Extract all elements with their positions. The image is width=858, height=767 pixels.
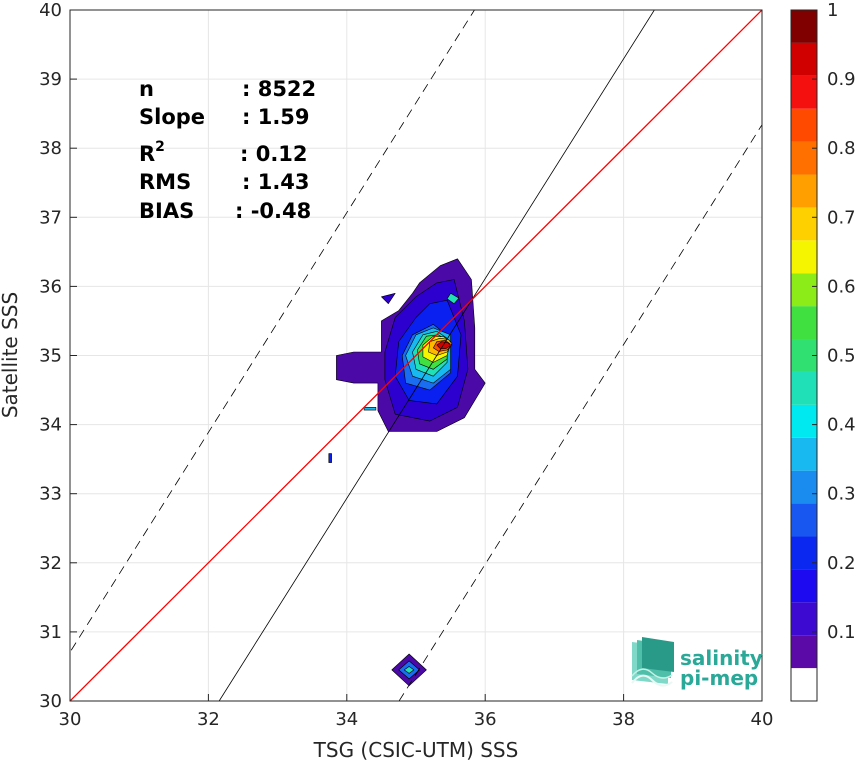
- waves-icon: [631, 637, 674, 687]
- colorbar-tick-label: 0.9: [827, 69, 856, 90]
- colorbar-swatch: [791, 273, 817, 307]
- y-tick-label: 39: [39, 69, 62, 90]
- contour-level: [363, 406, 377, 411]
- colorbar-tick-label: 0.8: [827, 138, 856, 159]
- colorbar-swatch: [791, 668, 817, 701]
- contour-level: [403, 666, 415, 674]
- y-tick-label: 33: [39, 484, 62, 505]
- y-tick-label: 31: [39, 622, 62, 643]
- y-tick-label: 37: [39, 207, 62, 228]
- stat-label-rms: RMS: [139, 170, 191, 194]
- y-tick-label: 38: [39, 138, 62, 159]
- stat-value-rms: : 1.43: [242, 170, 310, 194]
- x-tick-label: 30: [59, 709, 82, 730]
- colorbar-swatch: [791, 503, 817, 537]
- contour-level: [328, 453, 332, 463]
- y-tick-label: 30: [39, 691, 62, 712]
- y-axis-label: Satellite SSS: [0, 292, 22, 418]
- colorbar-swatch: [791, 404, 817, 438]
- colorbar-swatch: [791, 174, 817, 208]
- stat-label-slope: Slope: [139, 105, 205, 129]
- colorbar-swatch: [791, 371, 817, 405]
- y-tick-label: 32: [39, 553, 62, 574]
- stat-label-r2-superscript: 2: [155, 139, 165, 155]
- stat-value-slope: : 1.59: [242, 105, 310, 129]
- x-tick-label: 38: [612, 709, 635, 730]
- colorbar-swatch: [791, 437, 817, 471]
- stat-label-r2: R2: [139, 139, 165, 166]
- stat-value-n: : 8522: [242, 77, 316, 101]
- colorbar-swatch: [791, 602, 817, 636]
- colorbar-swatch: [791, 75, 817, 109]
- y-tick-label: 34: [39, 415, 62, 436]
- colorbar-swatch: [791, 240, 817, 274]
- logo-text-line2: pi-mep: [680, 666, 758, 690]
- colorbar-tick-label: 0.1: [827, 622, 856, 643]
- colorbar-swatch: [791, 42, 817, 76]
- colorbar-swatch: [791, 536, 817, 570]
- salinity-pi-mep-logo: salinity pi-mep: [631, 637, 763, 690]
- colorbar-swatch: [791, 569, 817, 603]
- colorbar-tick-label: 0.4: [827, 415, 856, 436]
- contour-level: [381, 292, 396, 305]
- colorbar-swatch: [791, 635, 817, 669]
- colorbar-tick-label: 0.2: [827, 553, 856, 574]
- stat-value-r2: : 0.12: [240, 142, 308, 166]
- x-axis-label: TSG (CSIC-UTM) SSS: [313, 738, 519, 762]
- colorbar-tick-label: 0.6: [827, 276, 856, 297]
- logo-text-line1: salinity: [680, 646, 763, 670]
- colorbar-tick-label: 0.7: [827, 207, 856, 228]
- stat-label-n: n: [139, 77, 154, 101]
- colorbar-tick-label: 1: [827, 0, 838, 21]
- identity-line: [70, 10, 762, 701]
- x-tick-label: 36: [474, 709, 497, 730]
- y-tick-label: 40: [39, 0, 62, 21]
- colorbar-swatch: [791, 141, 817, 175]
- colorbar-swatch: [791, 306, 817, 340]
- colorbar: 0.1 0.2 0.3 0.4 0.5 0.6 0.7 0.8 0.9 1: [790, 0, 856, 702]
- colorbar-swatch: [791, 108, 817, 142]
- y-tick-label: 35: [39, 346, 62, 367]
- axis-ticks: 30 32 34 36 38 40 30 31 32 33 34 35 36 37 38 39 40: [39, 0, 773, 730]
- y-tick-label: 36: [39, 276, 62, 297]
- colorbar-tick-label: 0.5: [827, 346, 856, 367]
- colorbar-swatch: [791, 470, 817, 504]
- stat-value-bias: : -0.48: [235, 199, 311, 223]
- contour-layer: [328, 258, 486, 687]
- stats-box: n : 8522 Slope : 1.59 R2 : 0.12 RMS : 1.…: [139, 77, 316, 223]
- regression-line: [218, 10, 655, 701]
- stat-label-bias: BIAS: [139, 199, 194, 223]
- x-tick-label: 32: [197, 709, 220, 730]
- colorbar-swatch: [791, 207, 817, 241]
- colorbar-tick-label: 0.3: [827, 484, 856, 505]
- colorbar-swatch: [791, 10, 817, 43]
- x-tick-label: 34: [335, 709, 358, 730]
- x-tick-label: 40: [751, 709, 774, 730]
- envelope-line: [70, 10, 475, 653]
- contour-level: [446, 292, 460, 305]
- stat-label-r: R: [139, 142, 155, 166]
